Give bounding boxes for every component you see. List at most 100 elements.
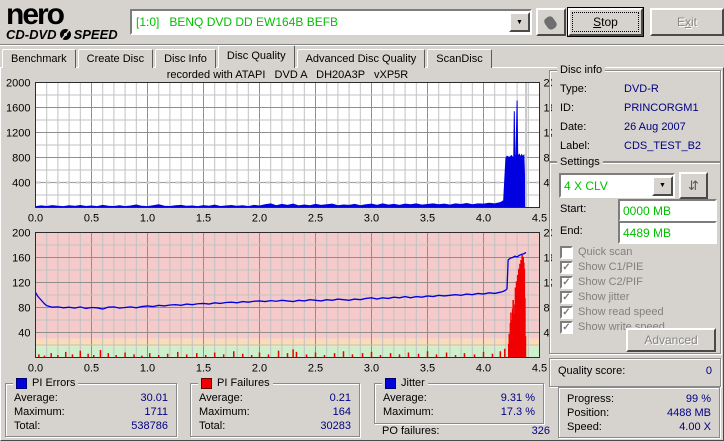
svg-text:3.5: 3.5 (420, 363, 435, 375)
svg-text:40: 40 (18, 328, 30, 340)
svg-text:2.5: 2.5 (308, 213, 323, 225)
svg-text:20: 20 (544, 228, 553, 240)
svg-text:4.5: 4.5 (532, 363, 547, 375)
svg-text:800: 800 (12, 153, 30, 165)
pi-failures-legend-swatch (201, 378, 212, 389)
speed-select-value: 4 X CLV (564, 178, 608, 193)
checkbox-show-c1-pie[interactable]: ✓ Show C1/PIE (560, 260, 643, 274)
checkbox-show-read-speed[interactable]: ✓ Show read speed (560, 305, 664, 319)
svg-text:3.0: 3.0 (364, 363, 379, 375)
svg-text:1.5: 1.5 (196, 363, 211, 375)
disc-info-row-date: Date: 26 Aug 2007 (560, 121, 686, 133)
exit-button-label: Exit (676, 15, 697, 29)
stop-button-label: Stop (593, 15, 618, 29)
quality-score-box: Quality score: 0 (549, 358, 721, 387)
eraser-icon (544, 16, 557, 30)
end-field[interactable]: 4489 MB (618, 221, 717, 244)
pi-failures-legend: PI Failures (217, 377, 270, 389)
tab-advanced-disc-quality[interactable]: Advanced Disc Quality (296, 49, 426, 68)
drive-selector-value: [1:0] BENQ DVD DD EW164B BEFB (136, 15, 339, 29)
svg-text:0.0: 0.0 (28, 363, 43, 375)
svg-text:0.0: 0.0 (28, 213, 43, 225)
logo-cdvdspeed-text: CD-DVD SPEED (6, 27, 118, 42)
svg-text:1.5: 1.5 (196, 213, 211, 225)
drive-dropdown-arrow[interactable]: ▼ (509, 12, 530, 32)
logo-nero-text: nero (6, 0, 65, 31)
speed-select-arrow[interactable]: ▼ (652, 175, 673, 196)
jitter-legend-swatch (385, 378, 396, 389)
refresh-arrows-icon: ⇵ (688, 177, 699, 193)
tab-benchmark[interactable]: Benchmark (2, 49, 76, 68)
svg-text:1.0: 1.0 (140, 213, 155, 225)
svg-text:0.5: 0.5 (84, 363, 99, 375)
chart-title: recorded with ATAPI DVD A DH20A3P vXP5R (166, 69, 409, 81)
svg-text:1600: 1600 (6, 103, 30, 115)
svg-text:160: 160 (12, 253, 30, 265)
svg-text:4: 4 (544, 328, 550, 340)
svg-text:2.0: 2.0 (252, 363, 267, 375)
svg-text:2.5: 2.5 (308, 363, 323, 375)
stop-button[interactable]: Stop (568, 8, 643, 36)
svg-text:80: 80 (18, 303, 30, 315)
po-failures-label: PO failures: (382, 425, 440, 437)
svg-text:2.0: 2.0 (252, 213, 267, 225)
checkbox-show-jitter[interactable]: ✓ Show jitter (560, 290, 629, 304)
nero-logo: nero CD-DVD SPEED (6, 0, 118, 42)
disc-info-legend: Disc info (557, 64, 606, 77)
svg-text:4.0: 4.0 (476, 363, 491, 375)
svg-text:4.5: 4.5 (532, 213, 547, 225)
toolbar-divider (0, 44, 724, 46)
advanced-button[interactable]: Advanced (626, 328, 716, 352)
settings-group: Settings 4 X CLV ▼ ⇵ Start: 0000 MB End:… (549, 156, 721, 354)
svg-text:4: 4 (544, 178, 550, 190)
jitter-legend: Jitter (401, 377, 425, 389)
pi-errors-chart: 2000 1600 1200 800 400 20 16 12 8 4 0.0 0.5 1.0 1.5 2.… (6, 78, 553, 225)
start-field[interactable]: 0000 MB (618, 199, 717, 222)
svg-text:16: 16 (544, 253, 553, 265)
svg-text:120: 120 (12, 278, 30, 290)
pi-errors-group: PI Errors Average: 30.01 Maximum: 1711 Tot… (5, 377, 177, 437)
settings-legend: Settings (557, 156, 603, 169)
tab-bar: Benchmark Create Disc Disc Info Disc Qua… (2, 45, 494, 68)
speed-select[interactable]: 4 X CLV ▼ (559, 173, 675, 198)
tab-disc-info[interactable]: Disc Info (155, 49, 216, 68)
svg-text:200: 200 (12, 228, 30, 240)
svg-text:12: 12 (544, 278, 553, 290)
disc-icon (59, 28, 71, 41)
svg-text:1200: 1200 (6, 128, 30, 140)
start-label: Start: (560, 203, 587, 215)
svg-text:3.5: 3.5 (420, 213, 435, 225)
disc-info-row-type: Type: DVD-R (560, 83, 659, 95)
svg-text:2000: 2000 (6, 78, 30, 90)
svg-text:4.0: 4.0 (476, 213, 491, 225)
svg-text:20: 20 (544, 78, 553, 90)
jitter-pi-failures-chart: 200 160 120 80 40 20 16 12 8 4 0.0 0.5 1.0 1.5 2.0 2.5 3… (12, 228, 553, 375)
quality-score-value: 0 (705, 365, 712, 377)
po-failures-row: PO failures: 326 (374, 424, 558, 438)
pi-errors-legend: PI Errors (32, 377, 76, 389)
svg-text:1.0: 1.0 (140, 363, 155, 375)
refresh-speeds-button[interactable]: ⇵ (679, 172, 708, 199)
drive-selector[interactable]: [1:0] BENQ DVD DD EW164B BEFB ▼ (130, 9, 532, 35)
svg-text:400: 400 (12, 178, 30, 190)
svg-text:8: 8 (544, 303, 550, 315)
checkbox-show-c2-pif[interactable]: ✓ Show C2/PIF (560, 275, 643, 289)
disc-info-row-label: Label: CDS_TEST_B2 (560, 140, 702, 152)
pi-errors-legend-swatch (16, 378, 27, 389)
tab-create-disc[interactable]: Create Disc (77, 49, 154, 68)
erase-disc-button[interactable] (536, 8, 566, 36)
quality-score-label: Quality score: (558, 365, 626, 377)
checkbox-quick-scan[interactable]: Quick scan (560, 245, 632, 259)
disc-info-group: Disc info Type: DVD-R ID: PRINCORGM1 Date:… (549, 64, 721, 162)
po-failures-value: 326 (531, 425, 550, 437)
exit-button[interactable]: Exit (650, 8, 724, 36)
svg-text:8: 8 (544, 153, 550, 165)
svg-text:0.5: 0.5 (84, 213, 99, 225)
svg-text:3.0: 3.0 (364, 213, 379, 225)
tab-disc-quality[interactable]: Disc Quality (217, 45, 295, 68)
tab-scandisc[interactable]: ScanDisc (427, 49, 492, 68)
progress-group: Progress: 99 % Position: 4488 MB Speed: 4.0… (558, 387, 720, 438)
svg-text:12: 12 (544, 128, 553, 140)
end-label: End: (560, 225, 583, 237)
